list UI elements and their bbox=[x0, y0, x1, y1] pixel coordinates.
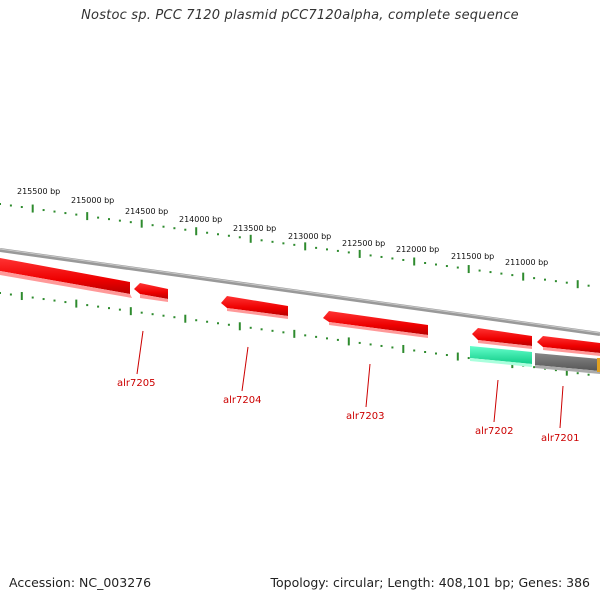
gene-arrow-shadow bbox=[0, 271, 132, 298]
tick-row-upper bbox=[0, 203, 590, 289]
gene-features bbox=[0, 258, 600, 374]
tick-label: 213000 bp bbox=[288, 232, 331, 241]
gene-arrow[interactable] bbox=[221, 296, 288, 316]
tick-label: 215500 bp bbox=[17, 187, 60, 196]
backbone-highlight bbox=[0, 248, 600, 334]
leader-line bbox=[559, 385, 564, 429]
tick-label: 211500 bp bbox=[451, 252, 494, 261]
gene-label-alr7204: alr7204 bbox=[223, 395, 261, 406]
feature-orange-edge bbox=[597, 358, 600, 372]
gene-arrow[interactable] bbox=[0, 258, 130, 294]
gene-arrow-shadow bbox=[543, 347, 600, 356]
gene-arrow[interactable] bbox=[537, 336, 600, 353]
tick-label: 214000 bp bbox=[179, 215, 222, 224]
tick-label: 211000 bp bbox=[505, 258, 548, 267]
accession-text: Accession: NC_003276 bbox=[9, 575, 152, 590]
gene-arrow-shadow bbox=[140, 294, 168, 302]
gene-arrow-shadow bbox=[478, 340, 532, 349]
gene-label-alr7202: alr7202 bbox=[475, 426, 513, 437]
gene-label-alr7205: alr7205 bbox=[117, 378, 155, 389]
leader-line bbox=[493, 379, 499, 423]
gene-arrow[interactable] bbox=[134, 283, 168, 299]
tick-label: 212000 bp bbox=[396, 245, 439, 254]
tick-label: 213500 bp bbox=[233, 224, 276, 233]
tick-label: 212500 bp bbox=[342, 239, 385, 248]
leader-line bbox=[365, 363, 371, 408]
feature-green-shadow bbox=[470, 358, 532, 367]
gene-label-group: alr7205 alr7204 alr7203 alr7202 alr7201 bbox=[117, 378, 579, 444]
backbone-line bbox=[0, 248, 600, 336]
gene-arrow[interactable] bbox=[472, 328, 532, 346]
leader-line bbox=[136, 330, 144, 375]
tick-label-group: 215500 bp 215000 bp 214500 bp 214000 bp … bbox=[17, 187, 548, 267]
leader-line bbox=[241, 346, 249, 392]
gene-label-alr7203: alr7203 bbox=[346, 411, 384, 422]
map-title: Nostoc sp. PCC 7120 plasmid pCC7120alpha… bbox=[81, 8, 519, 23]
tick-label: 214500 bp bbox=[125, 207, 168, 216]
tick-label: 215000 bp bbox=[71, 196, 114, 205]
feature-grey-shadow bbox=[535, 365, 600, 374]
gene-arrow-shadow bbox=[227, 308, 288, 319]
gene-arrow[interactable] bbox=[323, 311, 428, 335]
gene-arrow-shadow bbox=[329, 322, 428, 338]
gene-label-leaders bbox=[136, 330, 564, 429]
gene-label-alr7201: alr7201 bbox=[541, 433, 579, 444]
topology-text: Topology: circular; Length: 408,101 bp; … bbox=[270, 575, 591, 590]
